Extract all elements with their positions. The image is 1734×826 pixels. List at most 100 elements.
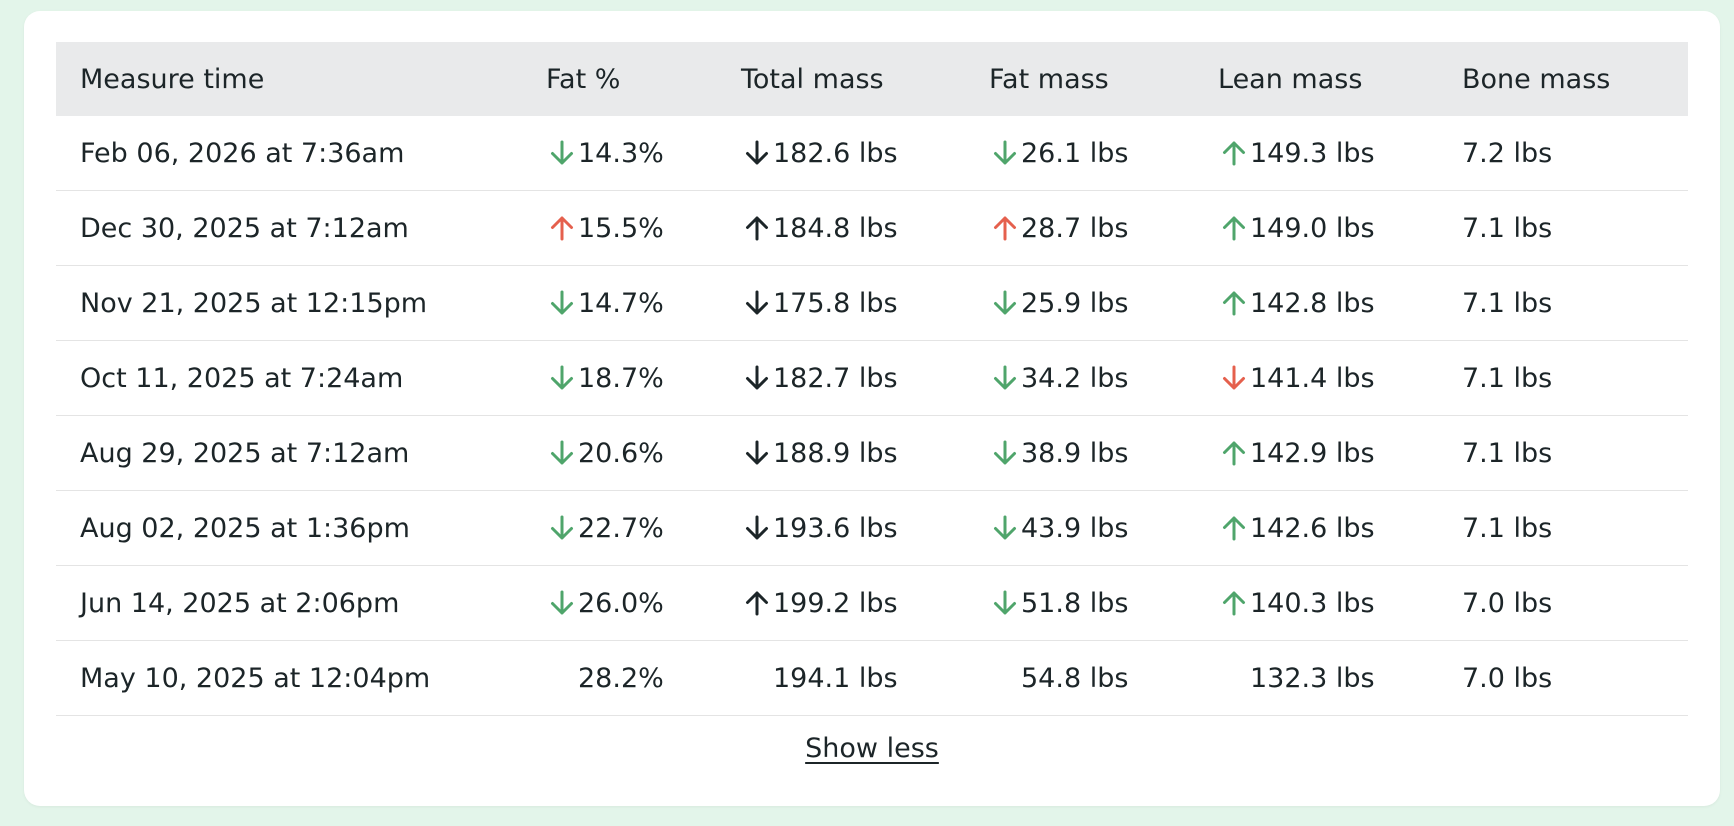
fat-mass-cell: 28.7 lbs <box>989 213 1218 244</box>
arrow-down-icon <box>989 438 1021 468</box>
arrow-down-icon <box>546 138 578 168</box>
bone-mass-cell: 7.2 lbs <box>1462 137 1553 169</box>
measurements-table: Measure time Fat % Total mass Fat mass L… <box>56 42 1688 716</box>
measure-value: 142.6 lbs <box>1250 512 1375 544</box>
lean-mass-cell: 141.4 lbs <box>1218 363 1462 394</box>
fat-percent-cell: 14.3% <box>546 138 741 169</box>
measure-value: 142.9 lbs <box>1250 437 1375 469</box>
total-mass-cell: 199.2 lbs <box>741 588 989 619</box>
measure-value: 20.6% <box>578 437 664 469</box>
header-fat-mass: Fat mass <box>989 63 1109 95</box>
measure-value: 34.2 lbs <box>1021 362 1129 394</box>
arrow-up-icon <box>741 213 773 243</box>
measure-time-cell: Feb 06, 2026 at 7:36am <box>80 137 405 169</box>
arrow-down-icon <box>741 438 773 468</box>
measure-time-cell: Aug 29, 2025 at 7:12am <box>80 437 410 469</box>
arrow-up-icon <box>546 213 578 243</box>
measure-value: 194.1 lbs <box>773 662 898 694</box>
measure-value: 25.9 lbs <box>1021 287 1129 319</box>
arrow-down-icon <box>546 588 578 618</box>
measure-time-cell: Jun 14, 2025 at 2:06pm <box>80 587 400 619</box>
fat-percent-cell: 18.7% <box>546 363 741 394</box>
total-mass-cell: 182.7 lbs <box>741 363 989 394</box>
lean-mass-cell: 132.3 lbs <box>1218 663 1462 694</box>
table-body: Feb 06, 2026 at 7:36am 14.3% 182.6 lbs 26.1… <box>56 116 1688 716</box>
bone-mass-cell: 7.1 lbs <box>1462 437 1553 469</box>
fat-percent-cell: 15.5% <box>546 213 741 244</box>
bone-mass-cell: 7.0 lbs <box>1462 662 1553 694</box>
lean-mass-cell: 140.3 lbs <box>1218 588 1462 619</box>
measure-value: 14.7% <box>578 287 664 319</box>
arrow-down-icon <box>989 363 1021 393</box>
total-mass-cell: 188.9 lbs <box>741 438 989 469</box>
measure-value: 54.8 lbs <box>1021 662 1129 694</box>
total-mass-cell: 194.1 lbs <box>741 663 989 694</box>
arrow-up-icon <box>1218 438 1250 468</box>
arrow-up-icon <box>989 213 1021 243</box>
arrow-down-icon <box>989 138 1021 168</box>
measure-value: 14.3% <box>578 137 664 169</box>
header-fat-percent: Fat % <box>546 63 621 95</box>
table-row: Feb 06, 2026 at 7:36am 14.3% 182.6 lbs 26.1… <box>56 116 1688 191</box>
measure-value: 43.9 lbs <box>1021 512 1129 544</box>
arrow-up-icon <box>1218 588 1250 618</box>
total-mass-cell: 175.8 lbs <box>741 288 989 319</box>
fat-percent-cell: 26.0% <box>546 588 741 619</box>
measure-value: 15.5% <box>578 212 664 244</box>
total-mass-cell: 193.6 lbs <box>741 513 989 544</box>
table-header: Measure time Fat % Total mass Fat mass L… <box>56 42 1688 116</box>
arrow-down-icon <box>546 513 578 543</box>
lean-mass-cell: 149.3 lbs <box>1218 138 1462 169</box>
arrow-up-icon <box>1218 288 1250 318</box>
fat-mass-cell: 43.9 lbs <box>989 513 1218 544</box>
bone-mass-cell: 7.1 lbs <box>1462 287 1553 319</box>
table-row: May 10, 2025 at 12:04pm 28.2% 194.1 lbs 54.… <box>56 641 1688 716</box>
measure-value: 22.7% <box>578 512 664 544</box>
measure-value: 142.8 lbs <box>1250 287 1375 319</box>
total-mass-cell: 184.8 lbs <box>741 213 989 244</box>
lean-mass-cell: 142.9 lbs <box>1218 438 1462 469</box>
arrow-up-icon <box>1218 138 1250 168</box>
table-row: Nov 21, 2025 at 12:15pm 14.7% 175.8 lbs 25.… <box>56 266 1688 341</box>
bone-mass-cell: 7.0 lbs <box>1462 587 1553 619</box>
measure-time-cell: Oct 11, 2025 at 7:24am <box>80 362 404 394</box>
total-mass-cell: 182.6 lbs <box>741 138 989 169</box>
measure-value: 175.8 lbs <box>773 287 898 319</box>
arrow-down-icon <box>741 288 773 318</box>
arrow-up-icon <box>1218 513 1250 543</box>
measure-time-cell: Nov 21, 2025 at 12:15pm <box>80 287 428 319</box>
fat-percent-cell: 28.2% <box>546 663 741 694</box>
table-row: Jun 14, 2025 at 2:06pm 26.0% 199.2 lbs 51.8… <box>56 566 1688 641</box>
measure-value: 26.0% <box>578 587 664 619</box>
header-bone-mass: Bone mass <box>1462 63 1611 95</box>
measure-value: 51.8 lbs <box>1021 587 1129 619</box>
header-lean-mass: Lean mass <box>1218 63 1363 95</box>
measure-time-cell: May 10, 2025 at 12:04pm <box>80 662 431 694</box>
arrow-down-icon <box>741 363 773 393</box>
measure-value: 188.9 lbs <box>773 437 898 469</box>
measure-value: 26.1 lbs <box>1021 137 1129 169</box>
arrow-down-icon <box>1218 363 1250 393</box>
bone-mass-cell: 7.1 lbs <box>1462 512 1553 544</box>
fat-percent-cell: 14.7% <box>546 288 741 319</box>
fat-percent-cell: 20.6% <box>546 438 741 469</box>
measure-value: 149.0 lbs <box>1250 212 1375 244</box>
arrow-down-icon <box>546 363 578 393</box>
arrow-up-icon <box>1218 213 1250 243</box>
measure-value: 28.2% <box>578 662 664 694</box>
bone-mass-cell: 7.1 lbs <box>1462 362 1553 394</box>
measure-time-cell: Aug 02, 2025 at 1:36pm <box>80 512 410 544</box>
table-row: Dec 30, 2025 at 7:12am 15.5% 184.8 lbs 28.7… <box>56 191 1688 266</box>
arrow-down-icon <box>546 438 578 468</box>
measure-value: 132.3 lbs <box>1250 662 1375 694</box>
fat-percent-cell: 22.7% <box>546 513 741 544</box>
header-measure-time: Measure time <box>80 63 265 95</box>
table-row: Aug 29, 2025 at 7:12am 20.6% 188.9 lbs 38.9… <box>56 416 1688 491</box>
measure-value: 193.6 lbs <box>773 512 898 544</box>
fat-mass-cell: 51.8 lbs <box>989 588 1218 619</box>
measure-value: 149.3 lbs <box>1250 137 1375 169</box>
fat-mass-cell: 54.8 lbs <box>989 663 1218 694</box>
table-row: Oct 11, 2025 at 7:24am 18.7% 182.7 lbs 34.2… <box>56 341 1688 416</box>
measure-value: 140.3 lbs <box>1250 587 1375 619</box>
show-less-link[interactable]: Show less <box>805 733 939 764</box>
